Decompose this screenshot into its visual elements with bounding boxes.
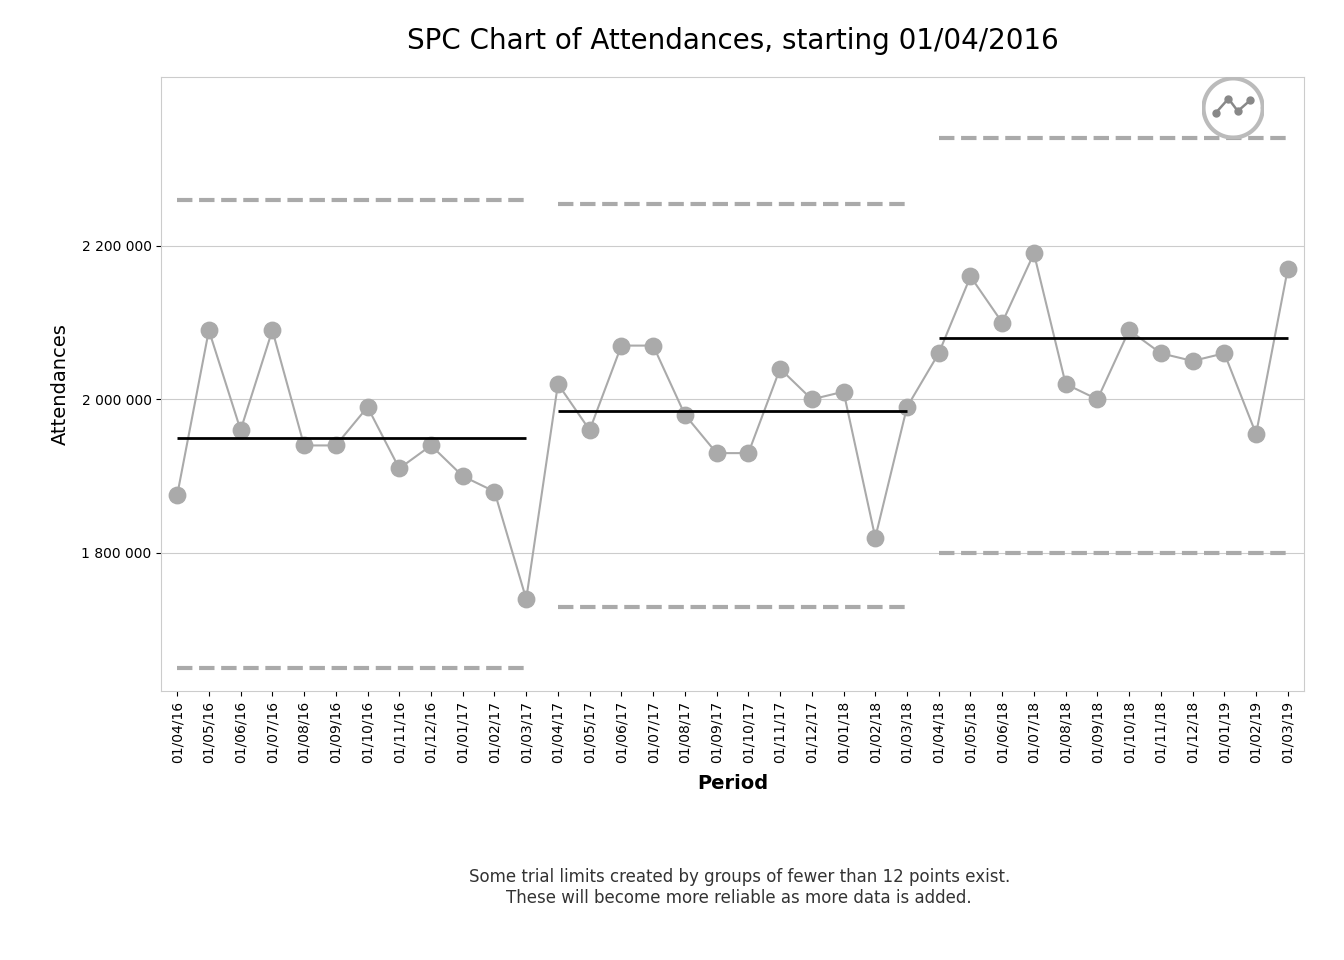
Point xyxy=(579,422,601,438)
Point xyxy=(325,438,347,453)
Point xyxy=(738,445,759,461)
Point xyxy=(992,315,1013,330)
Point xyxy=(484,484,505,499)
Point xyxy=(1181,353,1203,369)
Point xyxy=(421,438,442,453)
Point xyxy=(1227,104,1249,119)
Legend: Common Cause: Common Cause xyxy=(472,959,696,960)
Point xyxy=(769,361,790,376)
Point xyxy=(1206,105,1227,120)
Point xyxy=(927,346,949,361)
Point xyxy=(547,376,569,392)
Title: SPC Chart of Attendances, starting 01/04/2016: SPC Chart of Attendances, starting 01/04… xyxy=(407,27,1058,55)
Point xyxy=(896,399,918,415)
Point xyxy=(1218,91,1239,107)
Point xyxy=(706,445,727,461)
Point xyxy=(1239,92,1261,108)
Point xyxy=(833,384,855,399)
Point xyxy=(1023,246,1044,261)
Point xyxy=(960,269,981,284)
Point xyxy=(356,399,378,415)
Point xyxy=(1118,323,1140,338)
Point xyxy=(293,438,314,453)
Point xyxy=(675,407,696,422)
Y-axis label: Attendances: Attendances xyxy=(51,324,70,444)
Point xyxy=(230,422,251,438)
Point xyxy=(1277,261,1298,276)
Point xyxy=(642,338,664,353)
Point xyxy=(610,338,632,353)
Point xyxy=(1087,392,1109,407)
Point xyxy=(1214,346,1235,361)
Text: Some trial limits created by groups of fewer than 12 points exist.
These will be: Some trial limits created by groups of f… xyxy=(469,869,1009,907)
Point xyxy=(1246,426,1267,442)
X-axis label: Period: Period xyxy=(698,775,767,793)
Point xyxy=(262,323,284,338)
Point xyxy=(198,323,219,338)
Point xyxy=(864,530,886,545)
Point xyxy=(167,488,188,503)
Point xyxy=(1055,376,1077,392)
Point xyxy=(452,468,473,484)
Point xyxy=(516,591,538,607)
Point xyxy=(1150,346,1172,361)
Point xyxy=(801,392,823,407)
Point xyxy=(388,461,410,476)
